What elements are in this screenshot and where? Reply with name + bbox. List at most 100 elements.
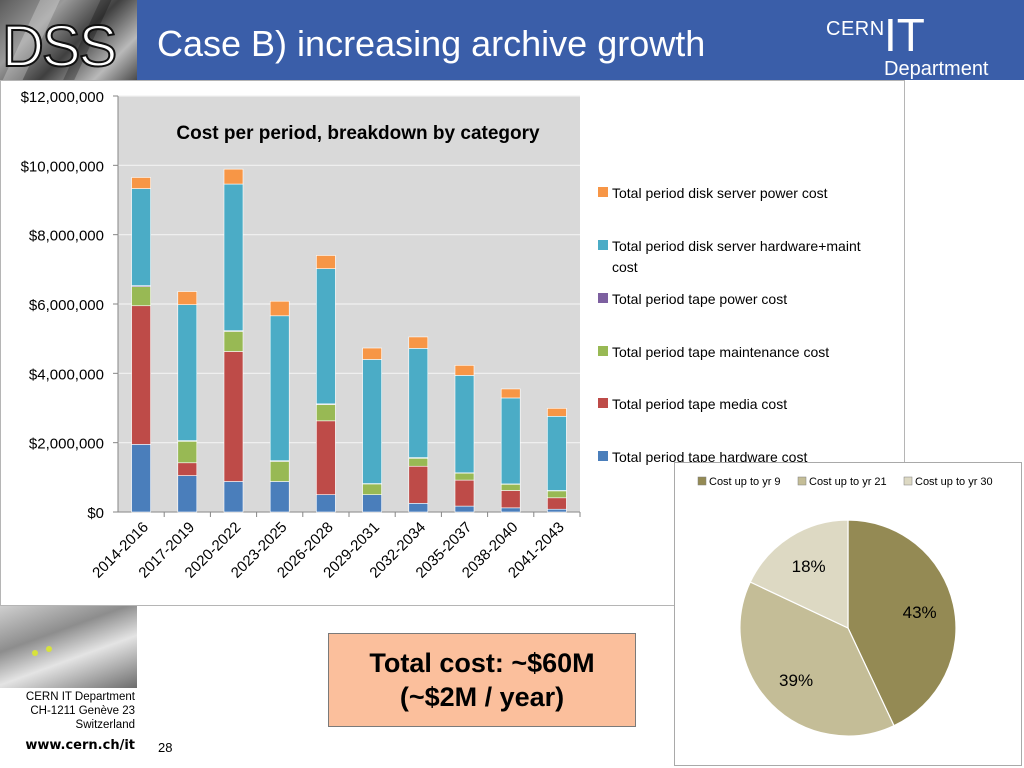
bar-segment — [316, 404, 336, 422]
bar-segment — [177, 304, 198, 441]
address-line: CERN IT Department — [25, 691, 135, 703]
pie-slice-label: 18% — [792, 557, 826, 576]
pie-legend-label: Cost up to yr 30 — [915, 476, 993, 488]
pie-legend-swatch — [903, 476, 913, 486]
bar-segment — [177, 440, 198, 464]
bar-segment — [454, 365, 475, 376]
cern-it-logo: CERN IT Department — [826, 12, 1022, 80]
logo-cern-text: CERN — [826, 18, 885, 40]
bar-segment — [131, 305, 151, 445]
bar-segment — [223, 481, 244, 513]
website-link[interactable]: www.cern.ch/it — [25, 738, 135, 753]
footer-photo — [0, 606, 137, 688]
bar-segment — [269, 481, 290, 513]
legend-label: Total period tape media cost — [612, 396, 787, 412]
pie-slice — [739, 581, 895, 737]
y-tick-label: $0 — [87, 505, 104, 522]
bar-segment — [223, 351, 244, 482]
pie-slice — [749, 519, 849, 629]
pie-legend-label: Cost up to yr 9 — [709, 476, 781, 488]
legend-swatch — [598, 293, 608, 303]
chart-title: Cost per period, breakdown by category — [176, 123, 540, 144]
bar-segment — [500, 483, 521, 491]
address-line: Switzerland — [75, 719, 135, 731]
legend-label: Total period disk server power cost — [612, 185, 828, 201]
bar-segment — [316, 268, 336, 405]
bar-segment — [500, 490, 521, 509]
bar-segment — [131, 286, 151, 307]
bar-segment — [177, 291, 198, 305]
pie-chart: Cost up to yr 9 Cost up to yr 21 Cost up t… — [697, 476, 993, 737]
legend-label-line: Total period disk server hardware+maint — [612, 238, 861, 254]
bar-segment — [408, 348, 429, 458]
per-year-cost-line: (~$2M / year) — [399, 682, 565, 712]
bar-segment — [362, 347, 382, 360]
bar-segment — [316, 420, 336, 495]
pie-slice-label: 39% — [779, 671, 813, 690]
y-tick-label: $10,000,000 — [21, 158, 104, 175]
legend-label-line: cost — [612, 259, 638, 275]
bar-segment — [547, 508, 567, 513]
bar-segment — [269, 461, 290, 482]
bar-segment — [408, 336, 429, 349]
bar-segment — [316, 494, 336, 513]
bar-segment — [454, 505, 475, 513]
bar-segment — [269, 300, 290, 317]
pie-slice — [847, 519, 957, 727]
slide-title: Case B) increasing archive growth — [157, 23, 706, 64]
bar-segment — [362, 494, 382, 513]
y-tick-label: $12,000,000 — [21, 89, 104, 106]
pie-legend-label: Cost up to yr 21 — [809, 476, 887, 488]
pie-legend-swatch — [697, 476, 707, 486]
bar-segment — [177, 475, 198, 513]
legend-swatch — [598, 187, 608, 197]
legend-swatch — [598, 398, 608, 408]
bar-segment — [131, 444, 151, 513]
address-line: CH-1211 Genève 23 — [30, 705, 135, 717]
pie-slice-label: 43% — [903, 603, 937, 622]
bar-segment — [500, 397, 521, 485]
total-cost-callout: Total cost: ~$60M (~$2M / year) — [328, 633, 636, 727]
address-block: CERN IT Department CH-1211 Genève 23 Swi… — [4, 690, 135, 732]
bar-segment — [408, 503, 429, 513]
dss-badge: DSS — [1, 14, 118, 79]
y-tick-label: $6,000,000 — [29, 297, 104, 314]
legend-label: Total period disk server hardware+maint c… — [612, 238, 861, 275]
bar-segment — [408, 457, 429, 467]
pie-legend-swatch — [797, 476, 807, 486]
bar-segment — [500, 507, 521, 513]
bar-segment — [454, 472, 475, 481]
legend-swatch — [598, 451, 608, 461]
total-cost-line: Total cost: ~$60M — [369, 648, 595, 678]
bar-segment — [362, 359, 382, 484]
page-number: 28 — [158, 740, 173, 755]
bar-segment — [500, 388, 521, 399]
bar-segment — [223, 183, 244, 331]
stacked-bar-chart: $0 $2,000,000 $4,000,000 $6,000,000 $8,000,0… — [21, 89, 861, 582]
logo-it-text: IT — [884, 9, 925, 61]
bar-segment — [269, 315, 290, 461]
bar-segment — [316, 255, 336, 269]
header-photo — [0, 0, 137, 80]
bar-segment — [223, 168, 244, 185]
bar-segment — [131, 188, 151, 286]
bar-segment — [223, 331, 244, 352]
bar-segment — [547, 416, 567, 491]
bar-segment — [454, 479, 475, 507]
legend-label: Total period tape maintenance cost — [612, 344, 829, 360]
bar-segment — [408, 465, 429, 504]
bar-segment — [177, 462, 198, 476]
bar-segment — [454, 375, 475, 474]
legend-label: Total period tape hardware cost — [612, 449, 807, 465]
y-tick-label: $8,000,000 — [29, 228, 104, 245]
y-tick-label: $4,000,000 — [29, 366, 104, 383]
y-tick-label: $2,000,000 — [29, 436, 104, 453]
bar-segment — [547, 490, 567, 499]
bar-segment — [362, 483, 382, 495]
legend-swatch — [598, 240, 608, 250]
legend-label: Total period tape power cost — [612, 291, 787, 307]
logo-department-text: Department — [884, 58, 989, 80]
bar-segment — [547, 408, 567, 417]
bar-segment — [547, 497, 567, 510]
header-bar — [0, 0, 1024, 80]
